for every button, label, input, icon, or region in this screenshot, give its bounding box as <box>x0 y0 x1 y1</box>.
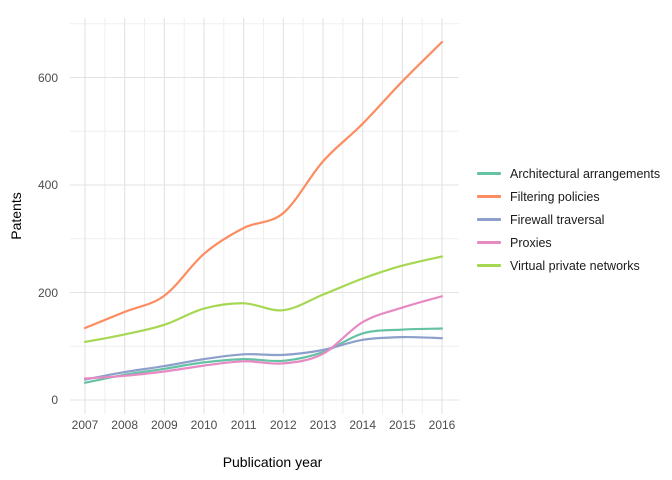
legend-key-line <box>477 172 501 175</box>
y-axis-tick-label: 0 <box>51 393 58 407</box>
x-axis-tick-label: 2008 <box>111 418 138 432</box>
series-line-proxies <box>83 295 444 380</box>
legend-item: Architectural arrangements <box>477 162 660 185</box>
legend: Architectural arrangements Filtering pol… <box>477 162 660 277</box>
x-axis-tick-label: 2009 <box>150 418 178 432</box>
x-axis-tick-label: 2012 <box>269 418 297 432</box>
legend-label: Architectural arrangements <box>510 166 661 181</box>
series-line-firewall-traversal <box>83 335 444 381</box>
x-axis-tick-label: 2010 <box>190 418 218 432</box>
legend-label: Filtering policies <box>510 189 600 204</box>
x-axis-tick-label: 2014 <box>349 418 377 432</box>
legend-key-line <box>477 218 501 221</box>
legend-item: Virtual private networks <box>477 254 660 277</box>
y-axis-tick-label: 600 <box>37 70 58 85</box>
x-axis-tick-label: 2015 <box>389 418 416 432</box>
series-line-architectural-arrangements <box>83 327 444 384</box>
y-axis-tick-label: 200 <box>37 285 58 300</box>
legend-key-line <box>477 241 501 244</box>
x-axis-tick-label: 2013 <box>309 418 337 432</box>
x-axis-title: Publication year <box>222 454 323 470</box>
legend-item: Proxies <box>477 231 660 254</box>
y-axis-tick-label: 400 <box>37 178 58 192</box>
series-line-virtual-private-networks <box>83 255 444 343</box>
legend-label: Firewall traversal <box>510 212 605 227</box>
legend-label: Virtual private networks <box>510 258 640 273</box>
legend-item: Filtering policies <box>477 185 660 208</box>
x-axis-tick-label: 2007 <box>71 418 99 432</box>
legend-key-line <box>477 264 501 267</box>
y-axis-title: Patents <box>8 192 24 240</box>
series-line-filtering-policies <box>83 40 444 330</box>
x-axis-tick-label: 2011 <box>230 418 257 432</box>
legend-key-line <box>477 195 501 198</box>
x-axis-tick-label: 2016 <box>428 418 456 432</box>
legend-item: Firewall traversal <box>477 208 660 231</box>
legend-label: Proxies <box>510 235 552 250</box>
